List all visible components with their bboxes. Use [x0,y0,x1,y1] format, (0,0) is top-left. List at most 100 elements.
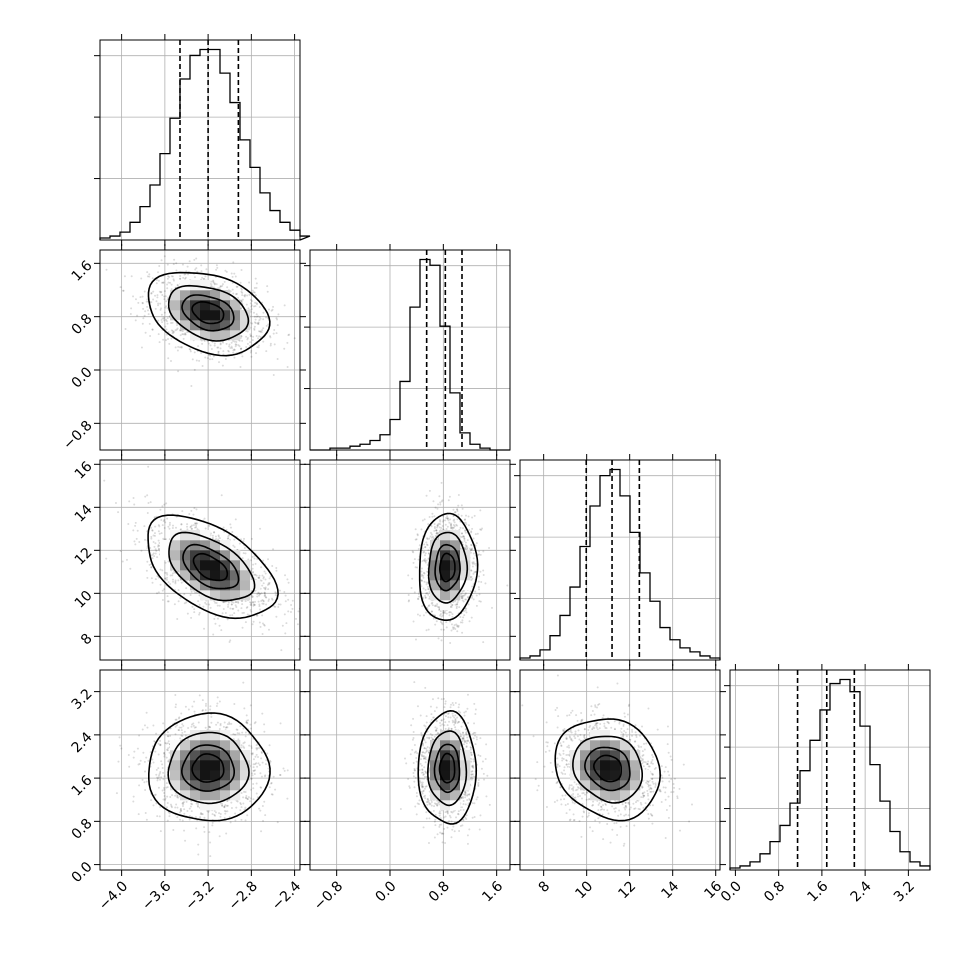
scatter-point [428,515,431,518]
scatter-point [165,300,168,303]
scatter-point [245,330,248,333]
scatter-point [280,649,283,652]
scatter-point [221,283,224,286]
scatter-point [506,584,509,587]
scatter-point [260,750,263,753]
scatter-point [470,544,473,547]
panel-frame [99,459,301,661]
scatter-point [251,753,254,756]
scatter-point [258,603,261,606]
scatter-point [254,318,257,321]
scatter-point [460,596,463,599]
scatter-point [246,330,249,333]
scatter-point [464,598,467,601]
scatter-point [216,266,219,269]
scatter-point [161,589,164,592]
scatter-point [437,536,440,539]
scatter-point [289,610,292,613]
scatter-point [424,546,427,549]
scatter-point [456,601,459,604]
scatter-point [188,260,191,263]
scatter-point [162,317,165,320]
scatter-point [172,524,175,527]
scatter-point [478,553,481,556]
scatter-point [144,788,147,791]
scatter-point [461,590,464,593]
contour-line-3 [192,552,229,582]
scatter-point [253,573,256,576]
scatter-point [420,585,423,588]
scatter-point [225,804,228,807]
density-cell [210,310,221,321]
density-cell [190,550,201,561]
scatter-point [237,344,240,347]
scatter-point [150,566,153,569]
scatter-point [238,339,241,342]
scatter-point [185,270,188,273]
scatter-point [188,512,191,515]
density-cell [220,540,231,551]
scatter-point [457,513,460,516]
scatter-point [239,365,242,368]
scatter-point [197,600,200,603]
scatter-point [241,355,244,358]
scatter-point [253,557,256,560]
scatter-point [462,616,465,619]
density-cell [230,310,241,321]
scatter-point [152,534,155,537]
scatter-point [242,552,245,555]
scatter-point [158,532,161,535]
scatter-point [425,494,428,497]
scatter-point [217,352,220,355]
scatter-point [152,541,155,544]
density-cell [430,580,441,591]
density-cell [460,560,471,571]
scatter-point [252,620,255,623]
scatter-point [143,525,146,528]
density-cell [450,570,461,581]
scatter-point [267,628,270,631]
scatter-point [251,567,254,570]
contour-line-0 [418,512,479,621]
scatter-point [435,532,438,535]
scatter-point [431,601,434,604]
scatter-point [286,578,289,581]
scatter-point [162,338,165,341]
scatter-point [252,798,255,801]
contour-line-2 [182,543,240,590]
scatter-point [146,511,149,514]
scatter-point [179,277,182,280]
scatter-point [177,570,180,573]
scatter-point [146,271,149,274]
contour-line-1 [167,284,250,342]
scatter-point [482,641,485,644]
scatter-point [450,629,453,632]
scatter-point [143,760,146,763]
scatter-point [234,275,237,278]
scatter-point [137,301,140,304]
scatter-point [240,806,243,809]
scatter-point [166,277,169,280]
scatter-point [201,699,204,702]
scatter-point [246,606,249,609]
scatter-point [161,524,164,527]
scatter-point [259,330,262,333]
scatter-point [472,598,475,601]
scatter-point [172,279,175,282]
scatter-point [418,544,421,547]
scatter-point [171,578,174,581]
scatter-point [460,593,463,596]
scatter-point [464,593,467,596]
scatter-point [171,275,174,278]
contour-line-3 [191,300,225,325]
scatter-point [426,563,429,566]
scatter-point [164,577,167,580]
scatter-point [159,739,162,742]
scatter-point [432,617,435,620]
scatter-point [260,331,263,334]
density-cell [190,570,201,581]
scatter-point [428,489,431,492]
scatter-point [424,557,427,560]
scatter-point [146,275,149,278]
scatter-point [161,569,164,572]
